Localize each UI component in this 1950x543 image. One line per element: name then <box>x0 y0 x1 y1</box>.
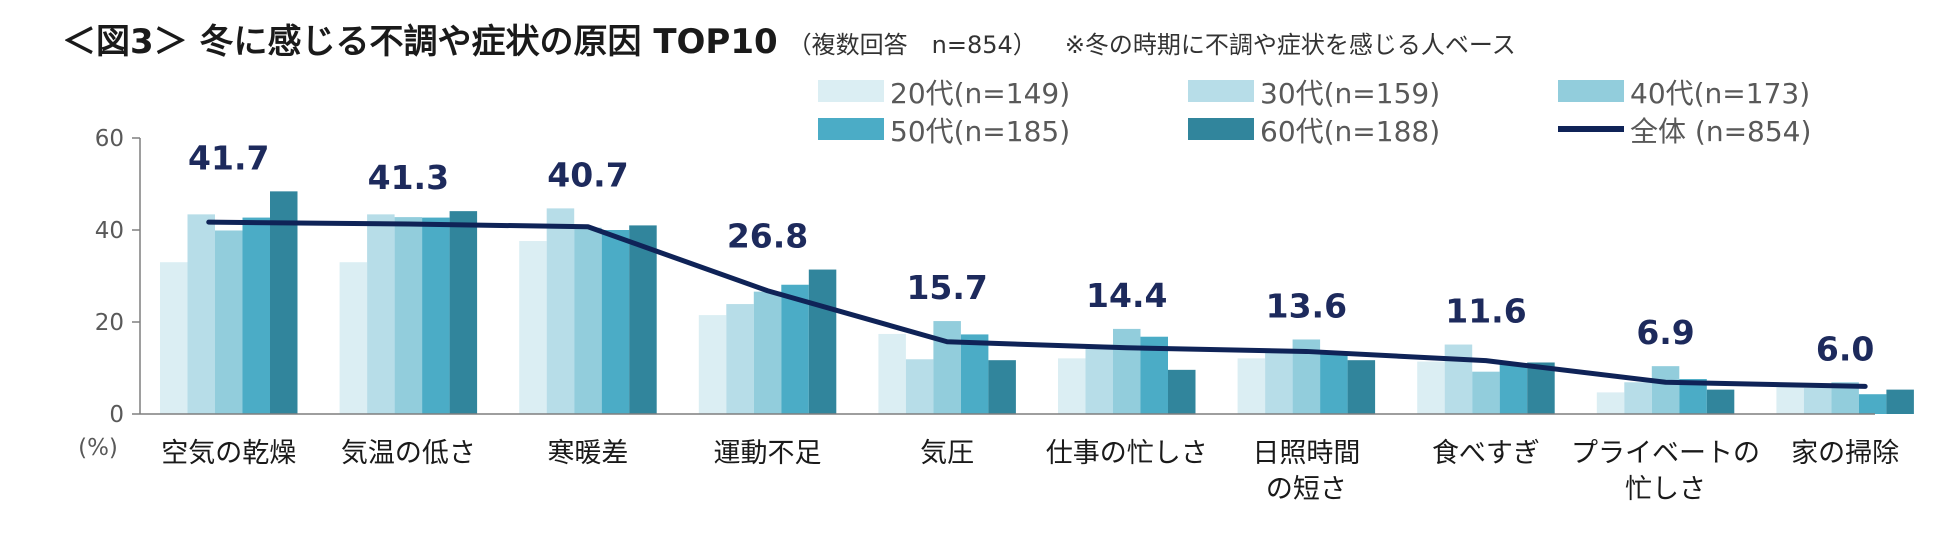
y-tick-label-20: 20 <box>95 310 124 336</box>
total-label-9: 6.9 <box>1636 313 1694 352</box>
total-line <box>206 219 1868 389</box>
category-label-9-line1: プライベートの <box>1571 438 1760 469</box>
bar-60s-4 <box>808 269 837 414</box>
bar-40s-1 <box>215 230 243 414</box>
bar-60s-9 <box>1706 389 1735 414</box>
chart-title-main: ＜図3＞ 冬に感じる不調や症状の原因 TOP10 <box>62 22 778 62</box>
total-label-6: 14.4 <box>1086 276 1167 315</box>
bar-50s-1 <box>242 217 270 414</box>
y-tick-label-60: 60 <box>95 126 124 152</box>
bar-40s-5 <box>933 321 961 414</box>
bar-20s-3 <box>519 241 547 414</box>
bar-30s-4 <box>726 304 754 414</box>
y-tick-label-0: 0 <box>109 402 124 428</box>
bar-40s-3 <box>574 227 602 414</box>
bar-20s-1 <box>160 262 188 414</box>
category-label-1: 空気の乾燥 <box>161 438 296 469</box>
category-label-7-line1: 日照時間 <box>1252 438 1360 469</box>
legend: 20代(n=149) 30代(n=159) 40代(n=173) 50代(n=185)… <box>818 77 1811 148</box>
legend-label-20s: 20代(n=149) <box>890 77 1070 110</box>
total-label-8: 11.6 <box>1445 292 1526 331</box>
bar-30s-2 <box>367 214 395 414</box>
bar-60s-3 <box>629 225 657 414</box>
bar-60s-2 <box>449 211 478 414</box>
legend-swatch-60s <box>1188 118 1254 140</box>
bar-60s-6 <box>1168 369 1196 414</box>
legend-swatch-50s <box>818 118 884 140</box>
bar-50s-10 <box>1858 394 1887 414</box>
bar-50s-4 <box>781 284 809 414</box>
chart-title: ＜図3＞ 冬に感じる不調や症状の原因 TOP10 （複数回答 n=854） ※冬の時… <box>62 14 1516 70</box>
bar-20s-2 <box>339 262 368 414</box>
bar-30s-8 <box>1444 344 1473 414</box>
chart-title-note: ※冬の時期に不調や症状を感じる人ベース <box>1064 31 1516 59</box>
bar-20s-4 <box>698 315 727 414</box>
bar-60s-10 <box>1886 389 1914 414</box>
bar-50s-7 <box>1320 351 1348 414</box>
bar-50s-3 <box>601 230 630 414</box>
bar-20s-6 <box>1058 358 1086 414</box>
category-label-8: 食べすぎ <box>1432 438 1540 469</box>
bar-20s-9 <box>1596 392 1625 414</box>
bar-30s-9 <box>1624 382 1652 414</box>
legend-label-50s: 50代(n=185) <box>890 115 1070 148</box>
bar-20s-7 <box>1237 358 1266 414</box>
bar-40s-2 <box>394 217 423 414</box>
bar-60s-5 <box>988 360 1016 414</box>
total-label-3: 40.7 <box>547 155 628 194</box>
legend-swatch-30s <box>1188 80 1254 102</box>
total-data-labels: 41.7 41.3 40.7 26.8 15.7 14.4 13.6 11.6 6.9 6.0 <box>188 138 1874 368</box>
bar-60s-8 <box>1527 362 1555 414</box>
category-label-6: 仕事の忙しさ <box>1046 438 1208 469</box>
bar-40s-8 <box>1472 371 1500 414</box>
bar-50s-2 <box>422 217 450 414</box>
bar-20s-5 <box>878 333 906 414</box>
bar-30s-1 <box>187 214 215 414</box>
category-label-3: 寒暖差 <box>547 438 628 469</box>
legend-swatch-40s <box>1558 80 1624 102</box>
bar-50s-8 <box>1499 364 1528 414</box>
total-label-4: 26.8 <box>727 217 808 256</box>
bar-40s-6 <box>1113 328 1141 414</box>
bar-30s-7 <box>1265 350 1293 414</box>
category-label-4: 運動不足 <box>714 438 822 469</box>
legend-label-60s: 60代(n=188) <box>1260 115 1440 148</box>
legend-label-40s: 40代(n=173) <box>1630 77 1810 110</box>
category-label-9-line2: 忙しさ <box>1625 474 1706 505</box>
bar-30s-10 <box>1803 387 1832 414</box>
category-label-7-line2: の短さ <box>1266 474 1347 505</box>
chart-title-sample: （複数回答 n=854） <box>787 31 1037 59</box>
bar-30s-5 <box>905 359 934 414</box>
legend-label-total: 全体 (n=854) <box>1630 115 1811 148</box>
total-label-2: 41.3 <box>368 158 449 197</box>
bar-60s-1 <box>270 191 298 414</box>
category-label-10: 家の掃除 <box>1791 438 1899 469</box>
bar-30s-6 <box>1085 344 1113 414</box>
category-label-5: 気圧 <box>920 438 974 469</box>
bar-20s-8 <box>1417 361 1445 414</box>
y-tick-label-40: 40 <box>95 218 124 244</box>
bar-60s-7 <box>1347 360 1376 414</box>
total-label-10: 6.0 <box>1816 329 1874 368</box>
bar-30s-3 <box>546 208 575 414</box>
category-label-2: 気温の低さ <box>341 438 476 469</box>
legend-label-30s: 30代(n=159) <box>1260 77 1440 110</box>
total-label-7: 13.6 <box>1266 286 1347 325</box>
total-label-1: 41.7 <box>188 138 269 177</box>
bar-40s-9 <box>1651 366 1680 414</box>
y-axis: 0 20 40 60 (%) <box>78 126 1875 461</box>
y-axis-unit: (%) <box>78 435 118 461</box>
bar-20s-10 <box>1776 386 1804 414</box>
legend-swatch-20s <box>818 80 884 102</box>
bar-40s-4 <box>753 291 782 414</box>
bars-layer <box>160 191 1914 414</box>
total-label-5: 15.7 <box>906 268 987 307</box>
bar-50s-5 <box>960 334 989 414</box>
